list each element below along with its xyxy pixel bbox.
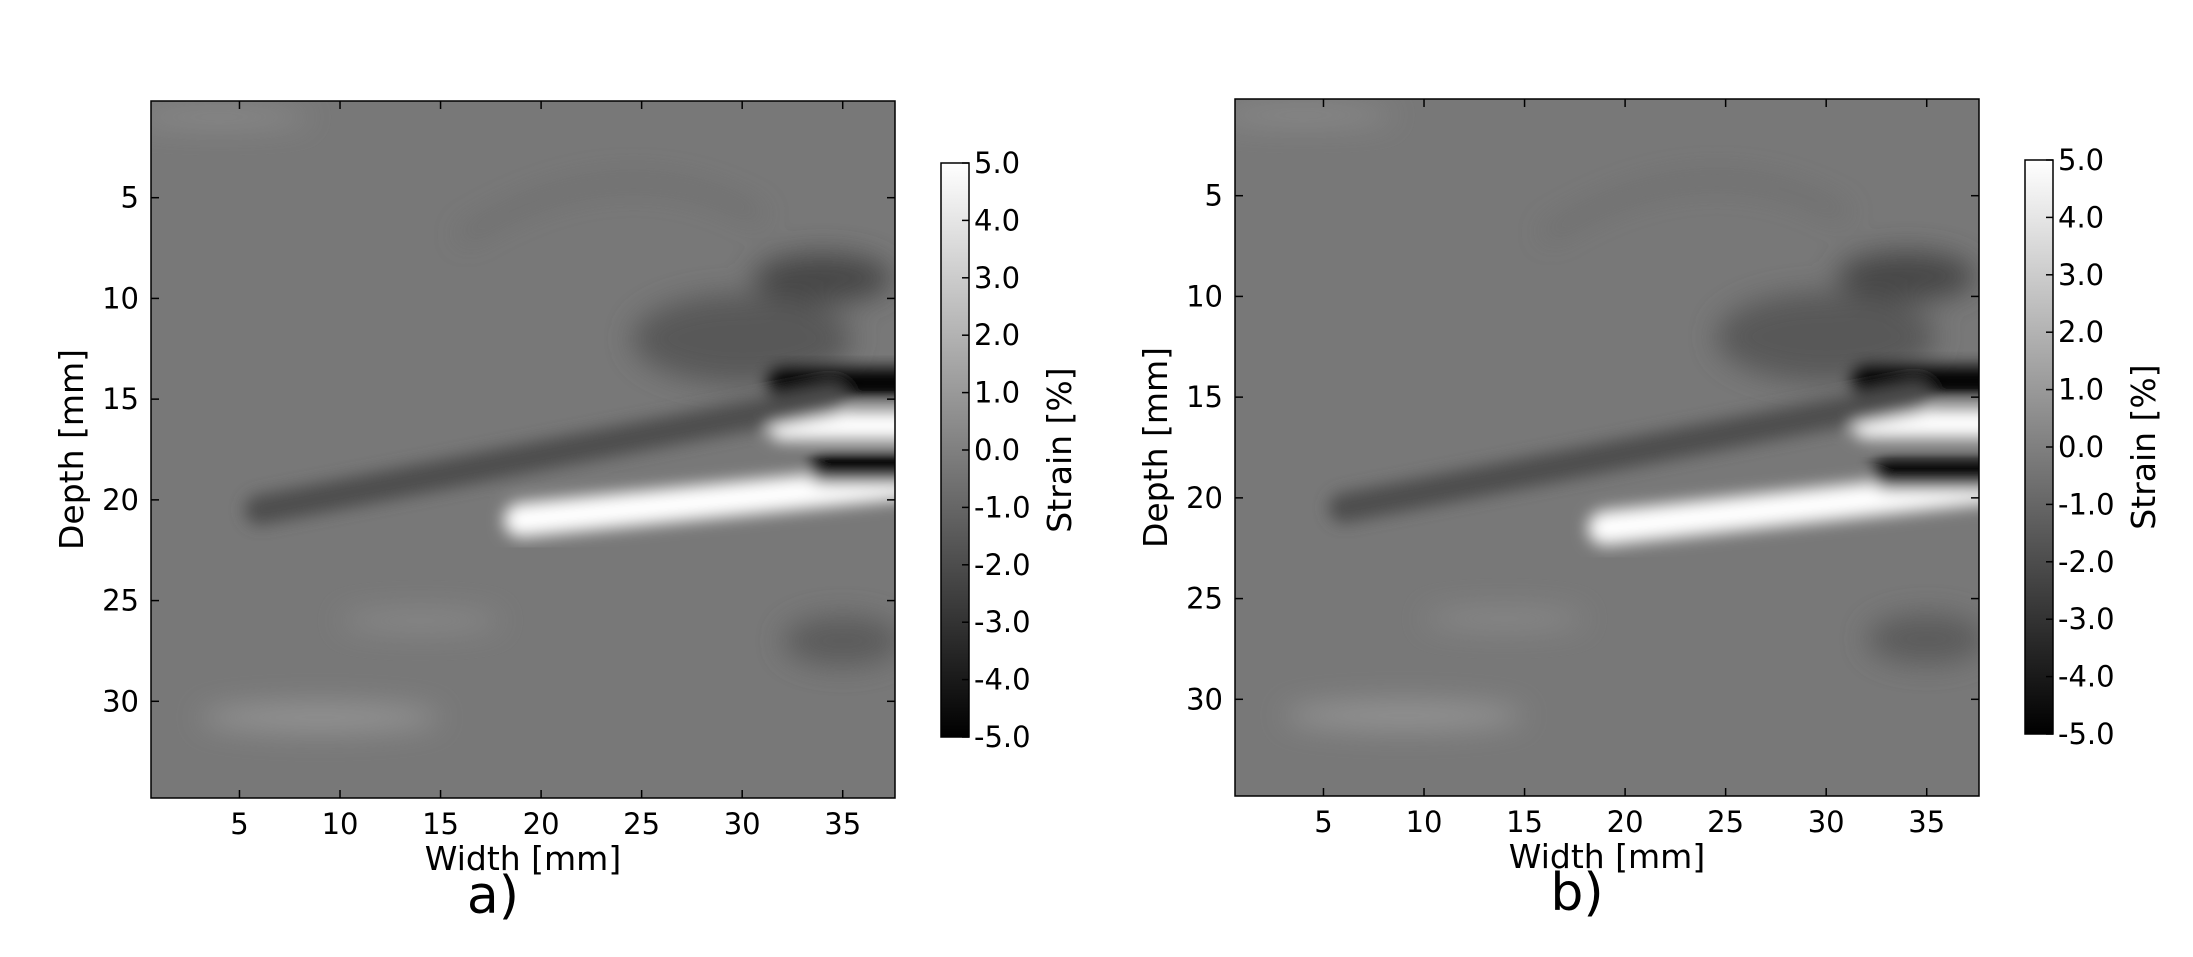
y-tick-label: 25 — [102, 584, 139, 618]
colorbar-tick-label: 1.0 — [974, 376, 1020, 410]
colorbar-tick-label: -5.0 — [974, 720, 1031, 754]
y-axis-label: Depth [mm] — [52, 349, 91, 550]
y-tick-label: 10 — [1186, 279, 1223, 313]
x-tick-label: 25 — [623, 807, 660, 841]
x-tick-label: 20 — [523, 807, 560, 841]
heatmap-plot-area — [1234, 98, 1980, 797]
y-axis: 5 10 15 20 25 30 — [1186, 179, 1979, 716]
colorbar-tick-label: -3.0 — [2058, 602, 2115, 636]
colorbar-tick-label: 3.0 — [974, 261, 1020, 295]
colorbar-tick-label: -4.0 — [2058, 660, 2115, 694]
colorbar-tick-label: 0.0 — [2058, 430, 2104, 464]
heatmap-texture — [1235, 107, 1979, 730]
colorbar-tick-label: 5.0 — [974, 146, 1020, 180]
y-tick-label: 20 — [102, 483, 139, 517]
x-axis-label: Width [mm] — [425, 839, 621, 878]
colorbar-tick-label: 3.0 — [2058, 258, 2104, 292]
y-tick-label: 5 — [1205, 179, 1223, 213]
colorbar-tick-label: -4.0 — [974, 663, 1031, 697]
heatmap-plot-area — [150, 100, 896, 799]
colorbar-tick-label: 4.0 — [974, 203, 1020, 237]
y-tick-label: 15 — [1186, 380, 1223, 414]
x-tick-label: 5 — [1314, 805, 1332, 839]
x-tick-label: 30 — [724, 807, 761, 841]
x-tick-label: 10 — [1406, 805, 1443, 839]
x-tick-label: 15 — [422, 807, 459, 841]
colorbar-tick-label: -1.0 — [2058, 487, 2115, 521]
x-tick-label: 30 — [1808, 805, 1845, 839]
colorbar-tick-label: -2.0 — [2058, 545, 2115, 579]
colorbar-tick-label: 4.0 — [2058, 200, 2104, 234]
x-tick-label: 35 — [824, 807, 861, 841]
colorbar-tick-label: -5.0 — [2058, 717, 2115, 751]
x-tick-label: 35 — [1908, 805, 1945, 839]
negative-layer-4 — [244, 384, 848, 525]
colorbar-tick-label: 5.0 — [2058, 143, 2104, 177]
colorbar: 5.0 4.0 3.0 2.0 1.0 0.0 -1.0 -2.0 -3.0 -4.0 -5.0 — [940, 146, 1031, 754]
colorbar-label: Strain [%] — [2124, 364, 2163, 529]
heatmap-texture — [151, 109, 895, 732]
y-tick-label: 30 — [102, 684, 139, 718]
y-tick-label: 5 — [121, 181, 139, 215]
colorbar: 5.0 4.0 3.0 2.0 1.0 0.0 -1.0 -2.0 -3.0 -4.0 -5.0 — [2024, 143, 2115, 751]
y-tick-label: 25 — [1186, 582, 1223, 616]
plot-frame — [1234, 98, 1980, 797]
y-tick-label: 10 — [102, 281, 139, 315]
x-tick-label: 25 — [1707, 805, 1744, 839]
colorbar-tick-label: 1.0 — [2058, 373, 2104, 407]
colorbar-tick-label: 2.0 — [2058, 315, 2104, 349]
x-tick-label: 20 — [1607, 805, 1644, 839]
negative-layer-4 — [1328, 382, 1932, 523]
colorbar-tick-label: -1.0 — [974, 490, 1031, 524]
y-axis: 5 10 15 20 25 30 — [102, 181, 895, 718]
high-strain-band-0 — [1587, 469, 1979, 546]
panel-label: a) — [467, 866, 519, 926]
x-axis: 5 10 15 20 25 30 35 — [230, 101, 861, 841]
x-tick-label: 15 — [1506, 805, 1543, 839]
panel-label: b) — [1550, 863, 1603, 923]
high-strain-band-0 — [503, 465, 895, 538]
x-tick-label: 5 — [230, 807, 248, 841]
panel-a: 5 10 15 20 25 30 35 5 10 15 20 25 30 Width [mm] Dep… — [52, 100, 1079, 926]
x-axis-label: Width [mm] — [1509, 837, 1705, 876]
colorbar-tick-label: 2.0 — [974, 318, 1020, 352]
x-axis: 5 10 15 20 25 30 35 — [1314, 99, 1945, 839]
colorbar-tick-label: 0.0 — [974, 433, 1020, 467]
y-tick-label: 15 — [102, 382, 139, 416]
colorbar-label: Strain [%] — [1040, 367, 1079, 532]
y-tick-label: 20 — [1186, 481, 1223, 515]
panel-b: 5 10 15 20 25 30 35 5 10 15 20 25 30 Width [mm] Dep… — [1136, 98, 2163, 923]
colorbar-tick-label: -2.0 — [974, 548, 1031, 582]
y-tick-label: 30 — [1186, 682, 1223, 716]
x-tick-label: 10 — [322, 807, 359, 841]
colorbar-tick-label: -3.0 — [974, 605, 1031, 639]
plot-frame — [150, 100, 896, 799]
y-axis-label: Depth [mm] — [1136, 347, 1175, 548]
